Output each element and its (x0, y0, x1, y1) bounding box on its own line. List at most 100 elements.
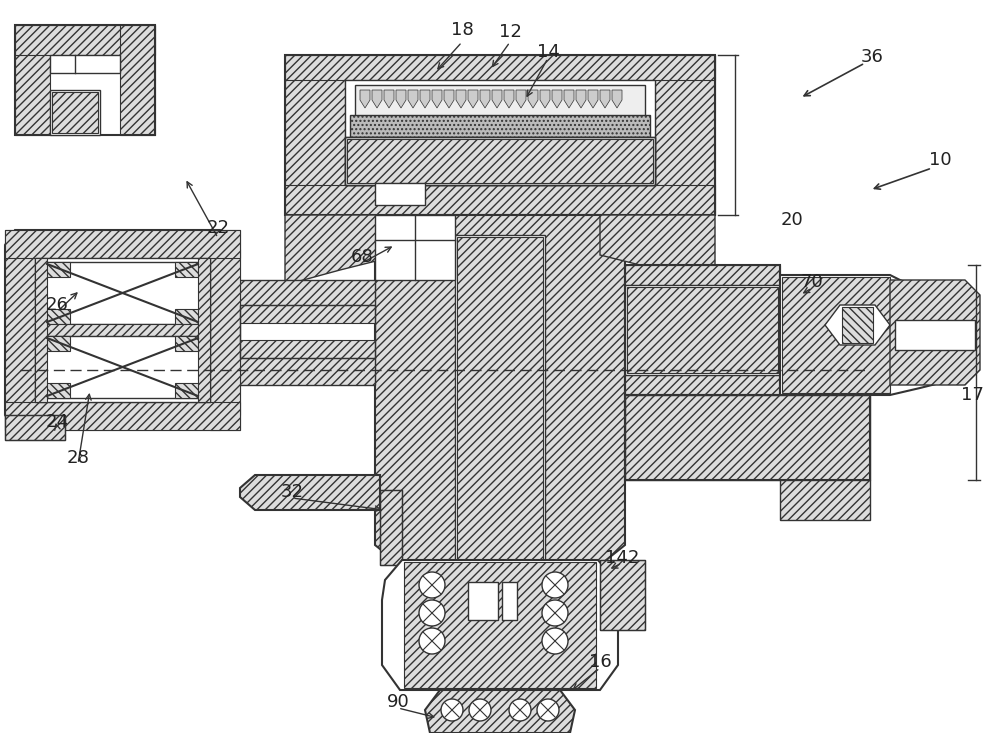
Bar (175, 336, 200, 351)
Bar (380, 490, 402, 565)
Bar (350, 115, 650, 137)
Polygon shape (825, 305, 890, 345)
Polygon shape (625, 395, 870, 480)
Polygon shape (384, 90, 394, 108)
Polygon shape (285, 215, 400, 285)
Bar (625, 285, 780, 375)
Polygon shape (540, 90, 550, 108)
Circle shape (419, 600, 445, 626)
Bar (600, 560, 645, 630)
Bar (375, 215, 455, 280)
Circle shape (509, 699, 531, 721)
Bar (35, 258, 210, 402)
Polygon shape (240, 475, 380, 510)
Bar (210, 230, 240, 430)
Bar (345, 80, 655, 185)
Bar (380, 490, 402, 565)
Polygon shape (588, 90, 598, 108)
Bar (780, 480, 870, 520)
Bar (240, 305, 375, 323)
Polygon shape (456, 90, 466, 108)
Polygon shape (480, 90, 490, 108)
Bar (5, 230, 240, 258)
Bar (5, 402, 240, 430)
Text: 17: 17 (961, 386, 983, 404)
Circle shape (419, 572, 445, 598)
Polygon shape (220, 355, 375, 385)
Bar (175, 262, 200, 277)
Bar (45, 262, 70, 277)
Text: 16: 16 (589, 653, 611, 671)
Bar (345, 137, 655, 185)
Bar (285, 55, 715, 80)
Bar (782, 277, 890, 393)
Bar (175, 383, 200, 398)
Bar (45, 262, 200, 324)
Polygon shape (420, 90, 430, 108)
Circle shape (419, 628, 445, 654)
Bar (5, 230, 35, 430)
Bar (120, 25, 155, 135)
Bar (198, 258, 210, 402)
Bar (347, 139, 653, 183)
Bar (5, 415, 65, 440)
Polygon shape (576, 90, 586, 108)
Polygon shape (600, 215, 715, 285)
Polygon shape (382, 560, 618, 690)
Bar (240, 340, 375, 358)
Polygon shape (528, 90, 538, 108)
Polygon shape (600, 90, 610, 108)
Bar (600, 560, 645, 630)
Bar (625, 395, 870, 480)
Text: 32: 32 (280, 483, 304, 501)
Circle shape (537, 699, 559, 721)
Text: 36: 36 (861, 48, 883, 66)
Bar (345, 137, 655, 185)
Polygon shape (612, 90, 622, 108)
Bar (240, 305, 375, 358)
Text: 24: 24 (46, 413, 68, 431)
Circle shape (542, 600, 568, 626)
Polygon shape (468, 90, 478, 108)
Polygon shape (516, 90, 526, 108)
Bar (35, 324, 210, 336)
Polygon shape (492, 90, 502, 108)
Bar (468, 582, 498, 620)
Bar (655, 55, 715, 215)
Bar (15, 25, 155, 55)
Bar (35, 258, 47, 402)
Text: 18: 18 (451, 21, 473, 39)
Text: 142: 142 (605, 549, 639, 567)
Bar (625, 375, 780, 395)
Bar (52, 92, 98, 133)
Text: 22: 22 (207, 219, 230, 237)
Polygon shape (444, 90, 454, 108)
Polygon shape (372, 90, 382, 108)
Polygon shape (564, 90, 574, 108)
Bar (457, 237, 543, 563)
Bar (627, 287, 778, 373)
Polygon shape (408, 90, 418, 108)
Circle shape (441, 699, 463, 721)
Polygon shape (780, 275, 975, 395)
Bar (45, 336, 70, 351)
Text: 28: 28 (67, 449, 89, 467)
Bar (895, 320, 975, 350)
Bar (842, 307, 873, 343)
Circle shape (469, 699, 491, 721)
Circle shape (542, 628, 568, 654)
Bar (15, 25, 50, 135)
Text: 26: 26 (46, 296, 68, 314)
Polygon shape (220, 280, 375, 310)
Bar (45, 309, 70, 324)
Text: 14: 14 (537, 43, 559, 61)
Bar (45, 336, 200, 398)
Bar (404, 562, 596, 688)
Text: 12: 12 (499, 23, 521, 41)
Bar (45, 383, 70, 398)
Polygon shape (5, 230, 240, 430)
Bar (455, 235, 545, 565)
Polygon shape (425, 690, 575, 733)
Text: 10: 10 (929, 151, 951, 169)
Bar (625, 265, 780, 395)
